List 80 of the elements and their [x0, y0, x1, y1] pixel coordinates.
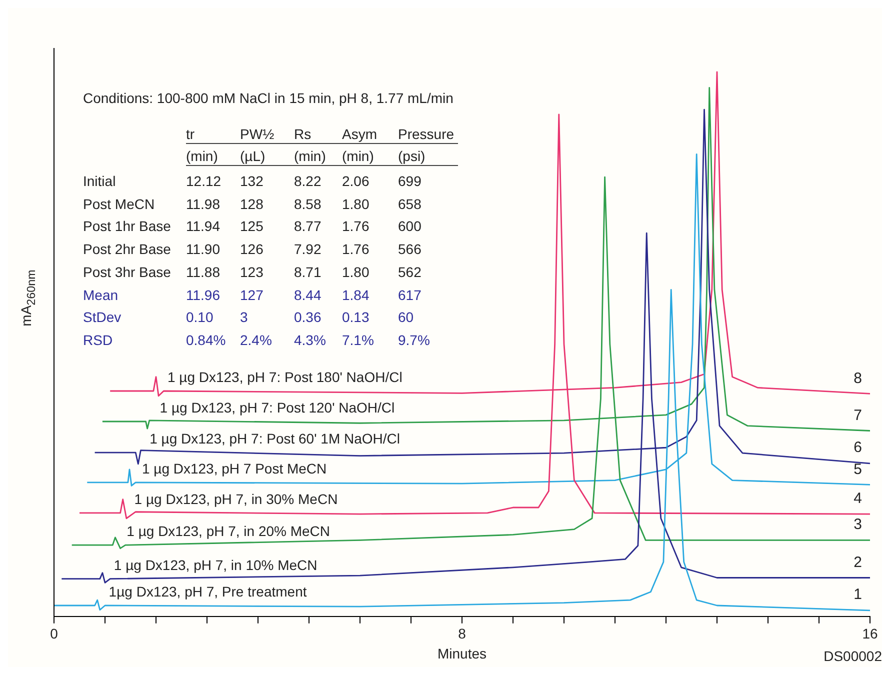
annotation: RSD	[83, 332, 113, 348]
annotation: 3	[854, 516, 862, 534]
x-tick-label: 0	[50, 626, 58, 642]
annotation: Conditions: 100-800 mM NaCl in 15 min, pH 8, 1.77 mL/min	[83, 90, 454, 106]
annotation: 699	[398, 173, 422, 189]
annotation: 0.13	[342, 309, 370, 326]
annotation: (µL)	[240, 148, 266, 164]
annotation: 3	[240, 309, 248, 326]
annotation: 562	[398, 264, 422, 280]
x-tick-label: 16	[862, 626, 878, 642]
annotation: 4.3%	[294, 332, 326, 348]
annotation: 8.71	[294, 264, 322, 280]
annotation: 7.1%	[342, 332, 374, 348]
series-label: 1 µg Dx123, pH 7, in 10% MeCN	[114, 556, 318, 573]
annotation: 2	[854, 554, 862, 571]
annotation: (psi)	[398, 148, 426, 164]
annotation: 11.94	[186, 218, 220, 234]
annotation: Mean	[83, 286, 118, 302]
annotation: 1.76	[342, 218, 370, 234]
annotation: 0.10	[186, 309, 214, 326]
annotation: 566	[398, 241, 422, 258]
annotation: Post 1hr Base	[83, 218, 171, 234]
x-tick-label: 8	[458, 626, 466, 642]
annotation: 2.06	[342, 173, 370, 189]
series-label: 1 µg Dx123, pH 7: Post 60' 1M NaOH/Cl	[150, 430, 400, 447]
annotation: 126	[240, 241, 264, 258]
annotation: StDev	[83, 309, 122, 326]
annotation: 2.4%	[240, 332, 272, 348]
annotation: 128	[240, 196, 264, 212]
series-label: 1 µg Dx123, pH 7, in 30% MeCN	[134, 490, 338, 507]
annotation: 123	[240, 264, 264, 280]
annotation: (min)	[342, 148, 374, 164]
annotation: 60	[398, 309, 414, 326]
annotation: PW½	[240, 126, 274, 142]
annotation: 11.98	[186, 196, 220, 212]
annotation: Post MeCN	[83, 196, 155, 212]
annotation: 658	[398, 196, 422, 212]
annotation: 617	[398, 286, 422, 302]
annotation: 8.58	[294, 196, 322, 212]
annotation: 600	[398, 218, 422, 234]
annotation: 8.22	[294, 173, 322, 189]
annotation: 11.96	[186, 286, 220, 302]
annotation: 0.36	[294, 309, 322, 326]
annotation: 4	[854, 490, 862, 508]
annotation: Asym	[342, 126, 377, 142]
annotation: 1.84	[342, 286, 370, 302]
annotation: 127	[240, 286, 264, 302]
annotation: 7.92	[294, 241, 322, 258]
annotation: 5	[854, 460, 862, 478]
annotation: 9.7%	[398, 332, 430, 348]
series-label: 1 µg Dx123, pH 7: Post 180' NaOH/Cl	[167, 369, 402, 385]
annotation: 8.44	[294, 286, 322, 302]
annotation: 7	[854, 406, 862, 424]
annotation: tr	[186, 126, 195, 142]
annotation: Pressure	[398, 126, 454, 142]
annotation: 1.76	[342, 241, 370, 258]
annotation: 1	[854, 586, 862, 604]
annotation: 12.12	[186, 173, 222, 189]
annotation: 1.80	[342, 196, 370, 212]
annotation: 8.77	[294, 218, 322, 234]
annotation: 132	[240, 173, 264, 189]
text: DS00002	[824, 648, 882, 664]
x-axis-title: Minutes	[437, 645, 487, 662]
annotation: 11.90	[186, 241, 220, 258]
annotation: 125	[240, 218, 264, 234]
series-label: 1 µg Dx123, pH 7: Post 120' NaOH/Cl	[160, 399, 395, 416]
annotation: Post 3hr Base	[83, 264, 171, 280]
annotation: 11.88	[186, 264, 220, 280]
annotation: 1.80	[342, 264, 370, 280]
annotation: Initial	[83, 173, 116, 189]
annotation: Post 2hr Base	[83, 241, 171, 258]
series-label: 1µg Dx123, pH 7, Pre treatment	[108, 584, 307, 600]
annotation: (min)	[294, 148, 326, 164]
series-label: 1 µg Dx123, pH 7, in 20% MeCN	[126, 523, 330, 540]
annotation: 6	[854, 439, 862, 456]
annotation: Rs	[294, 126, 312, 142]
annotation: (min)	[186, 148, 218, 164]
annotation: 0.84%	[186, 332, 226, 348]
annotation: 8	[854, 370, 862, 387]
series-label: 1 µg Dx123, pH 7 Post MeCN	[142, 460, 327, 476]
